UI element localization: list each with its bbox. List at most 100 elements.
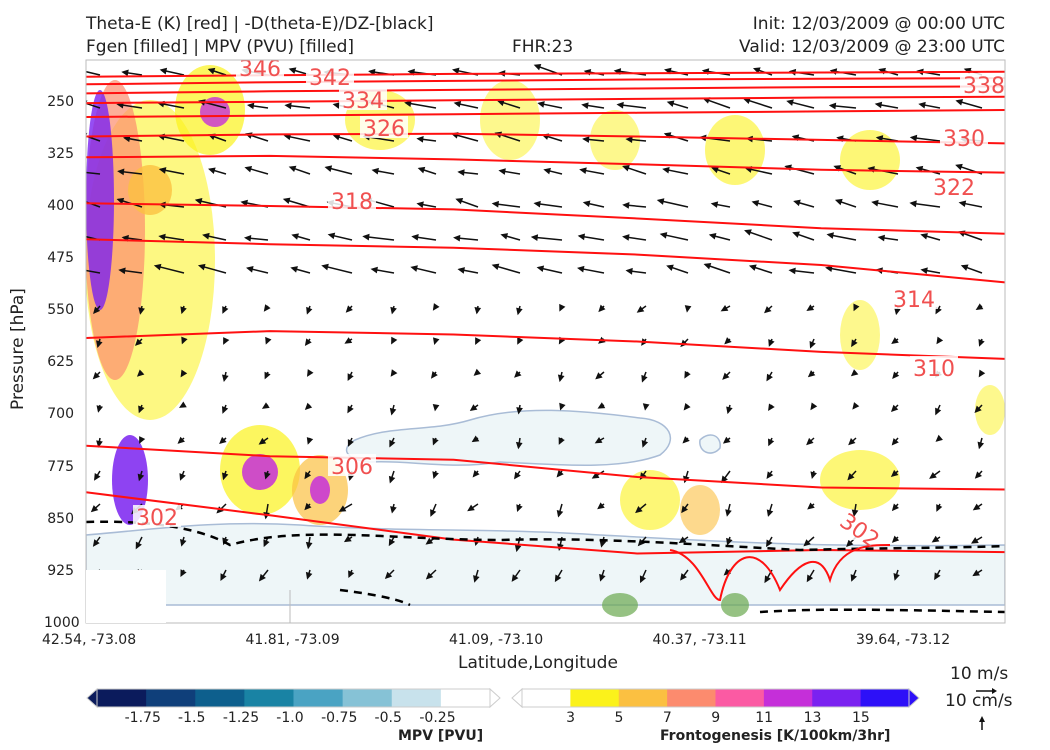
wind-vector-head bbox=[243, 234, 252, 242]
wind-vector-head bbox=[764, 575, 771, 584]
theta-e-label: 322 bbox=[933, 176, 975, 201]
wind-vector-head bbox=[810, 471, 817, 479]
theta-e-label: 338 bbox=[963, 74, 1005, 99]
wind-vector-head bbox=[264, 471, 271, 480]
wind-vector-head bbox=[179, 473, 186, 481]
wind-vector-head bbox=[288, 165, 297, 173]
theta-e-label: 334 bbox=[342, 89, 384, 114]
wind-vector-head bbox=[893, 572, 900, 581]
wind-vector-head bbox=[743, 97, 751, 104]
wind-vector-head bbox=[345, 305, 353, 313]
wind-vector-head bbox=[722, 372, 730, 380]
wind-vector-head bbox=[291, 233, 299, 240]
wind-vector-head bbox=[430, 509, 437, 517]
wind-vector-head bbox=[591, 472, 600, 479]
wind-vector-head bbox=[263, 539, 270, 548]
wind-vector-head bbox=[411, 234, 419, 241]
wind-vector-head bbox=[136, 369, 145, 377]
theta-e-contour-326 bbox=[86, 132, 1005, 145]
wind-vector-head bbox=[390, 506, 397, 514]
wind-vector-head bbox=[579, 167, 587, 175]
wind-vector-head bbox=[96, 405, 104, 413]
wind-vector-head bbox=[371, 167, 379, 175]
wind-vector-head bbox=[599, 573, 606, 582]
wind-vector-head bbox=[517, 337, 524, 345]
wind-vector-head bbox=[471, 435, 480, 443]
theta-e-contour-338 bbox=[86, 85, 1005, 95]
wind-vector-head bbox=[158, 167, 167, 174]
wind-vector-head bbox=[936, 504, 943, 512]
wind-vector-head bbox=[726, 406, 733, 415]
wind-vector-head bbox=[86, 132, 88, 137]
wind-vector-head bbox=[788, 267, 796, 275]
wind-vector-head bbox=[909, 200, 917, 208]
x-tick-label: 41.81, -73.09 bbox=[245, 632, 340, 648]
wind-vector-head bbox=[871, 199, 879, 207]
wind-vector-head bbox=[659, 232, 668, 239]
y-tick-label: 700 bbox=[47, 406, 74, 423]
wind-vector-head bbox=[181, 336, 188, 345]
wind-vector-head bbox=[180, 569, 187, 578]
wind-vector-head bbox=[258, 573, 266, 582]
mpv-tick-label: -1.25 bbox=[222, 710, 260, 726]
wind-vector-head bbox=[681, 505, 689, 514]
wind-vector-head bbox=[958, 200, 967, 208]
wind-vector-head bbox=[347, 439, 354, 447]
theta-e-label: 318 bbox=[331, 190, 373, 215]
wind-vector-head bbox=[247, 102, 255, 110]
wind-vector-head bbox=[892, 371, 900, 380]
wind-vector-head bbox=[766, 509, 774, 517]
wind-vector-head bbox=[915, 165, 924, 173]
wind-vector-head bbox=[793, 199, 801, 207]
wind-vector-head bbox=[935, 306, 942, 315]
wind-vector-head bbox=[850, 574, 857, 582]
wind-vector-head bbox=[935, 434, 943, 442]
mpv-tick-label: -0.25 bbox=[419, 710, 456, 726]
wind-vector-head bbox=[455, 198, 464, 205]
wind-vector-head bbox=[641, 439, 649, 448]
wind-vector-head bbox=[93, 473, 101, 481]
wind-vector-head bbox=[90, 505, 99, 513]
wind-vector-head bbox=[955, 163, 963, 171]
chart-title-line-2: Fgen [filled] | MPV (PVU) [filled] bbox=[86, 37, 355, 57]
wind-vector-head bbox=[828, 102, 837, 110]
wind-vector-head bbox=[971, 537, 979, 544]
mpv-tick-label: -1.0 bbox=[276, 710, 304, 726]
wind-vector-head bbox=[974, 471, 982, 479]
y-tick-label: 550 bbox=[47, 302, 74, 319]
wind-vector-head bbox=[284, 102, 292, 110]
mpv-tick-label: -1.5 bbox=[178, 710, 206, 726]
wind-vector-head bbox=[177, 436, 185, 444]
theta-e-label: 314 bbox=[893, 288, 935, 313]
wind-vector-head bbox=[536, 265, 545, 273]
wind-vector-head bbox=[680, 573, 687, 581]
wind-vector-head bbox=[306, 437, 314, 445]
wind-vector-head bbox=[473, 368, 482, 376]
wind-vector-head bbox=[370, 266, 378, 274]
wind-vector-head bbox=[282, 197, 291, 205]
wind-vector-head bbox=[711, 166, 719, 174]
wind-vector-head bbox=[332, 102, 341, 109]
wind-vector-head bbox=[920, 267, 928, 275]
wind-vector-head bbox=[491, 200, 499, 208]
y-tick-label: 850 bbox=[47, 510, 74, 527]
wind-vector-head bbox=[515, 441, 523, 450]
wind-vector-head bbox=[825, 265, 833, 273]
wind-vector-head bbox=[304, 471, 312, 480]
wind-vector-head bbox=[221, 374, 229, 382]
wind-vector-head bbox=[766, 539, 773, 548]
wind-vector-head bbox=[597, 402, 606, 409]
wind-vector-head bbox=[390, 306, 397, 315]
wind-vector-head bbox=[121, 234, 129, 242]
wind-vector-head bbox=[955, 99, 964, 106]
wind-vector-head bbox=[806, 574, 814, 583]
wind-vector-head bbox=[891, 535, 900, 543]
wind-vector-head bbox=[180, 306, 187, 315]
x-tick-label: 39.64, -73.12 bbox=[856, 632, 951, 648]
wind-vector-head bbox=[384, 571, 393, 580]
theta-e-contour-314 bbox=[86, 238, 1005, 284]
wind-vector-head bbox=[848, 437, 856, 446]
wind-vector-head bbox=[683, 402, 691, 411]
wind-vector-head bbox=[96, 340, 103, 348]
